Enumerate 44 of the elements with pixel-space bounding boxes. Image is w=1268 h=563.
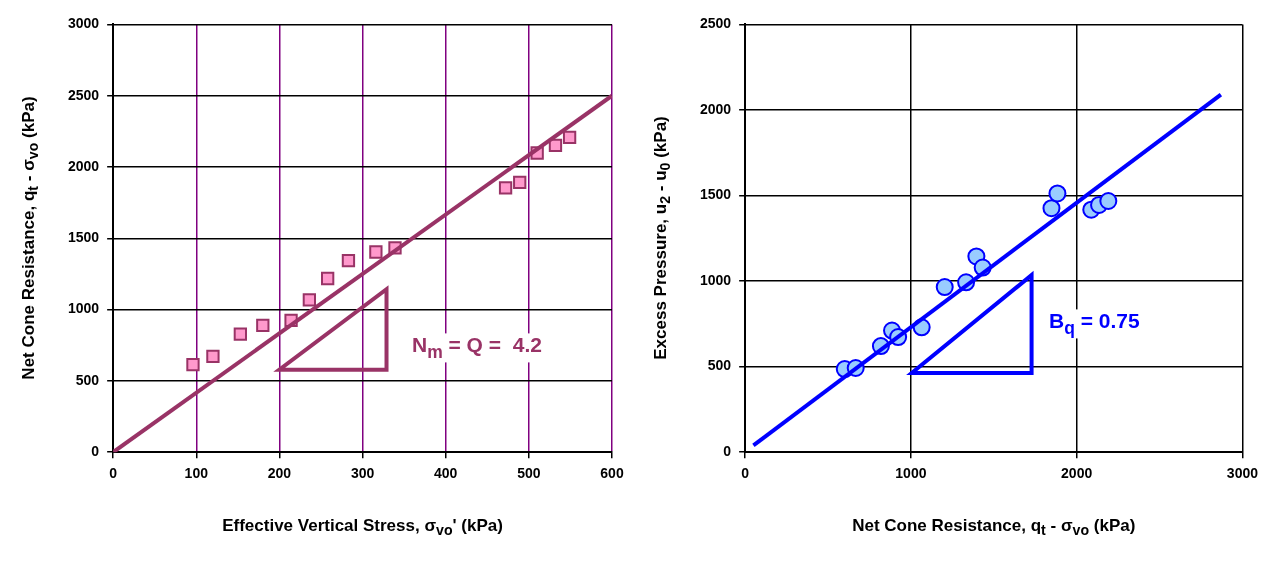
point — [1042, 199, 1061, 218]
x-tick-label: 100 — [184, 465, 209, 482]
y-tick-label: 0 — [723, 443, 732, 460]
x-tick-label: 600 — [600, 465, 624, 482]
point — [233, 327, 248, 341]
y-tick-label: 500 — [707, 357, 732, 374]
y-tick-label: 0 — [91, 443, 100, 460]
y-tick-label: 1000 — [67, 300, 100, 317]
x-tick-label: 400 — [434, 465, 458, 482]
y-tick-label: 2500 — [699, 15, 732, 32]
x-tick-label: 200 — [267, 465, 292, 482]
point — [935, 278, 954, 297]
point — [321, 271, 335, 286]
point — [302, 293, 317, 307]
point — [513, 175, 527, 190]
y-tick-label: 2500 — [67, 86, 100, 103]
point — [498, 181, 513, 195]
point — [562, 130, 577, 144]
y-tick-label: 1500 — [699, 186, 732, 203]
point — [341, 253, 356, 268]
x-tick-label: 0 — [741, 465, 750, 482]
x-tick-label: 500 — [517, 465, 541, 482]
x-tick-label: 3000 — [1226, 465, 1259, 482]
x-tick-label: 1000 — [895, 465, 927, 482]
point — [256, 318, 270, 332]
point — [206, 349, 220, 364]
x-tick-label: 0 — [109, 465, 118, 482]
point — [1099, 192, 1118, 210]
y-tick-label: 1500 — [67, 229, 100, 246]
point — [548, 138, 563, 153]
point — [186, 357, 200, 372]
y-tick-label: 2000 — [67, 157, 100, 174]
x-axis-title: Net Cone Resistance, q$_{t}$ - σ$_{vo}$ (kPa) — [852, 515, 1136, 539]
y-tick-label: 500 — [75, 371, 100, 388]
x-tick-label: 2000 — [1061, 465, 1093, 482]
annotation: N$_{m}$ = Q = 4.2 — [408, 333, 545, 363]
point — [369, 245, 383, 259]
point — [1048, 184, 1067, 203]
y-tick-label: 2000 — [699, 100, 732, 117]
x-axis-title: Effective Vertical Stress, σ$_{vo}$' (kPa) — [222, 515, 503, 539]
y-tick-label: 3000 — [67, 15, 100, 32]
annotation: B$_{q}$ = 0.75 — [1046, 309, 1143, 339]
y-tick-label: 1000 — [699, 271, 732, 288]
x-tick-label: 300 — [350, 465, 375, 482]
